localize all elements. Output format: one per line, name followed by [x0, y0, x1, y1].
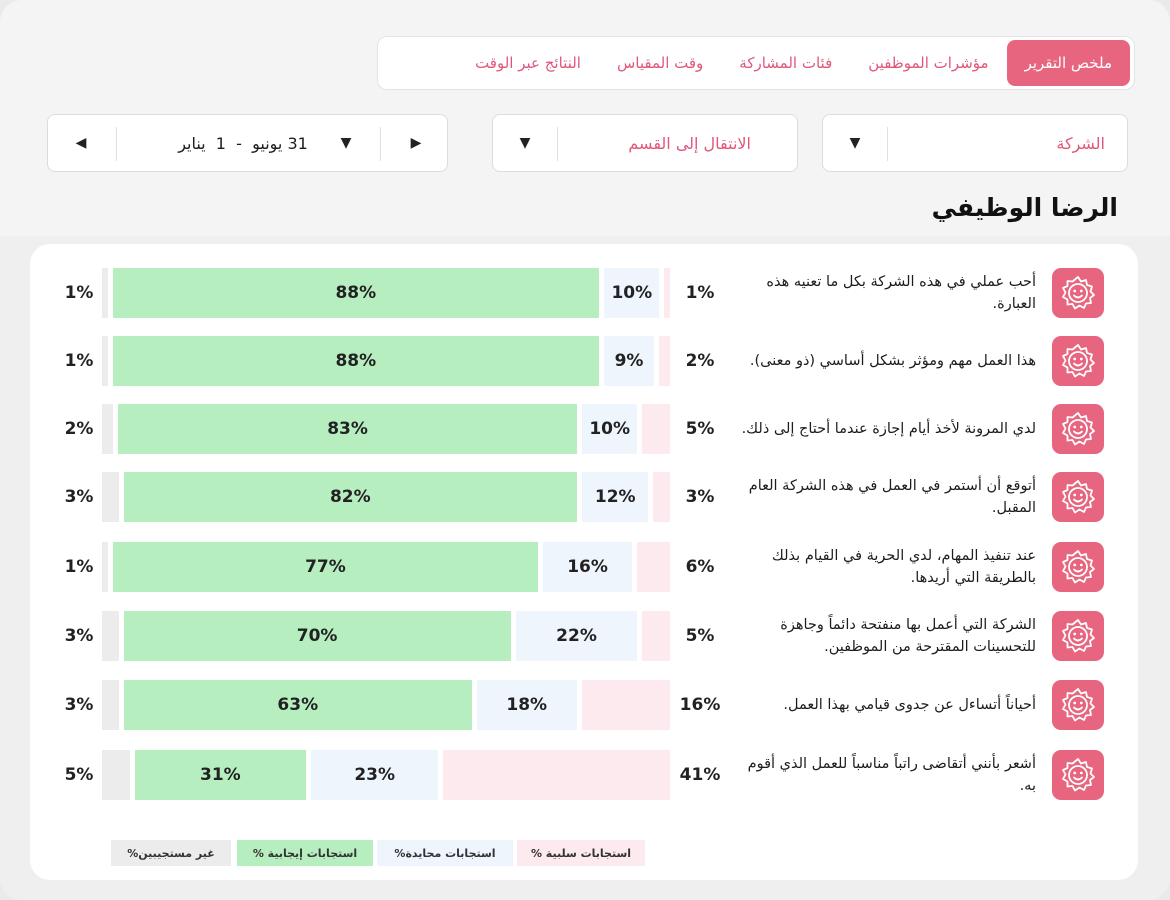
prev-period-icon[interactable]: ◀ [75, 135, 87, 151]
neutral-bar-segment: 23% [311, 750, 439, 800]
smiley-gear-icon [1052, 750, 1104, 800]
statement-text: الشركة التي أعمل بها منفتحة دائماً وجاهز… [780, 617, 1036, 655]
neutral-bar-segment: 9% [604, 336, 654, 386]
tab-results-over-time[interactable]: النتائج عبر الوقت [475, 54, 581, 72]
statement-text: أشعر بأنني أتقاضى راتباً مناسباً للعمل ا… [747, 756, 1036, 794]
chevron-down-icon: ▼ [849, 135, 861, 151]
negative-bar-segment [642, 404, 670, 454]
negative-percent-label: 3% [685, 487, 715, 507]
company-dropdown[interactable]: ▼ الشركة [822, 114, 1128, 172]
no-response-percent-label: 1% [64, 283, 94, 303]
negative-percent-label: 41% [679, 765, 721, 785]
negative-percent-label: 16% [679, 695, 721, 715]
date-range-selector: ◀ ▼ ▶ 31 يونيو - 1 يناير [47, 114, 448, 172]
positive-bar-segment: 31% [134, 750, 307, 800]
no-response-bar-segment [102, 680, 119, 730]
neutral-bar-segment: 10% [582, 404, 638, 454]
no-response-percent-label: 3% [64, 695, 94, 715]
negative-bar-segment [636, 542, 670, 592]
negative-bar-segment [581, 680, 670, 730]
statement-text: هذا العمل مهم ومؤثر بشكل أساسي (ذو معنى)… [749, 353, 1036, 369]
negative-percent-label: 5% [685, 419, 715, 439]
legend-no-response: غير مستجيبين% [111, 840, 231, 866]
no-response-bar-segment [102, 542, 108, 592]
neutral-bar-segment: 18% [476, 680, 577, 730]
date-range-label: 31 يونيو - 1 يناير [178, 133, 308, 153]
negative-bar-segment [642, 611, 670, 661]
neutral-bar-segment: 12% [582, 472, 649, 522]
survey-row: أحب عملي في هذه الشركة بكل ما تعنيه هذه … [30, 268, 1138, 318]
department-dropdown-label: الانتقال إلى القسم [628, 133, 751, 153]
positive-bar-segment: 77% [112, 542, 539, 592]
chevron-down-icon[interactable]: ▼ [340, 135, 352, 151]
section-title: الرضا الوظيفي [931, 193, 1118, 222]
smiley-gear-icon [1052, 472, 1104, 522]
positive-bar-segment: 63% [123, 680, 472, 730]
positive-bar-segment: 70% [123, 611, 511, 661]
positive-bar-segment: 83% [118, 404, 578, 454]
legend-positive: استجابات إيجابية % [237, 840, 373, 866]
smiley-gear-icon [1052, 404, 1104, 454]
neutral-bar-segment: 16% [543, 542, 632, 592]
negative-bar-segment [653, 472, 670, 522]
positive-bar-segment: 88% [112, 336, 600, 386]
tab-report-summary[interactable]: ملخص التقرير [1006, 40, 1130, 86]
no-response-percent-label: 1% [64, 557, 94, 577]
no-response-bar-segment [102, 404, 114, 454]
company-dropdown-label: الشركة [1056, 133, 1105, 153]
smiley-gear-icon [1052, 336, 1104, 386]
negative-bar-segment [658, 336, 670, 386]
smiley-gear-icon [1052, 268, 1104, 318]
statement-text: أتوقع أن أستمر في العمل في هذه الشركة ال… [748, 478, 1036, 516]
statement-text: أحياناً أتساءل عن جدوى قيامي بهذا العمل. [783, 697, 1036, 713]
no-response-bar-segment [102, 268, 108, 318]
statement-text: أحب عملي في هذه الشركة بكل ما تعنيه هذه … [766, 274, 1036, 312]
no-response-bar-segment [102, 750, 130, 800]
positive-bar-segment: 88% [112, 268, 600, 318]
survey-row: عند تنفيذ المهام، لدي الحرية في القيام ب… [30, 542, 1138, 592]
tab-employee-indicators[interactable]: مؤشرات الموظفين [868, 54, 989, 72]
survey-row: أشعر بأنني أتقاضى راتباً مناسباً للعمل ا… [30, 750, 1138, 800]
negative-percent-label: 2% [685, 351, 715, 371]
no-response-bar-segment [102, 472, 119, 522]
survey-row: لدي المرونة لأخذ أيام إجازة عندما أحتاج … [30, 404, 1138, 454]
legend-negative: استجابات سلبية % [517, 840, 645, 866]
report-tabs: ملخص التقرير مؤشرات الموظفين فئات المشار… [377, 36, 1135, 90]
no-response-percent-label: 5% [64, 765, 94, 785]
legend-neutral: استجابات محايدة% [377, 840, 513, 866]
survey-row: أتوقع أن أستمر في العمل في هذه الشركة ال… [30, 472, 1138, 522]
negative-percent-label: 6% [685, 557, 715, 577]
survey-row: هذا العمل مهم ومؤثر بشكل أساسي (ذو معنى)… [30, 336, 1138, 386]
survey-row: الشركة التي أعمل بها منفتحة دائماً وجاهز… [30, 611, 1138, 661]
neutral-bar-segment: 10% [604, 268, 660, 318]
survey-row: أحياناً أتساءل عن جدوى قيامي بهذا العمل.… [30, 680, 1138, 730]
negative-bar-segment [443, 750, 670, 800]
statement-text: لدي المرونة لأخذ أيام إجازة عندما أحتاج … [741, 421, 1036, 437]
next-period-icon[interactable]: ▶ [410, 135, 422, 151]
chevron-down-icon: ▼ [519, 135, 531, 151]
smiley-gear-icon [1052, 542, 1104, 592]
department-dropdown[interactable]: ▼ الانتقال إلى القسم [492, 114, 798, 172]
statement-text: عند تنفيذ المهام، لدي الحرية في القيام ب… [771, 548, 1036, 586]
no-response-percent-label: 2% [64, 419, 94, 439]
tab-participation-categories[interactable]: فئات المشاركة [739, 54, 833, 72]
smiley-gear-icon [1052, 611, 1104, 661]
positive-bar-segment: 82% [123, 472, 578, 522]
no-response-percent-label: 1% [64, 351, 94, 371]
neutral-bar-segment: 22% [515, 611, 638, 661]
negative-percent-label: 5% [685, 626, 715, 646]
no-response-percent-label: 3% [64, 626, 94, 646]
satisfaction-card: أحب عملي في هذه الشركة بكل ما تعنيه هذه … [30, 244, 1138, 880]
negative-percent-label: 1% [685, 283, 715, 303]
tab-measure-time[interactable]: وقت المقياس [616, 54, 704, 72]
smiley-gear-icon [1052, 680, 1104, 730]
negative-bar-segment [664, 268, 670, 318]
no-response-percent-label: 3% [64, 487, 94, 507]
no-response-bar-segment [102, 611, 119, 661]
no-response-bar-segment [102, 336, 108, 386]
